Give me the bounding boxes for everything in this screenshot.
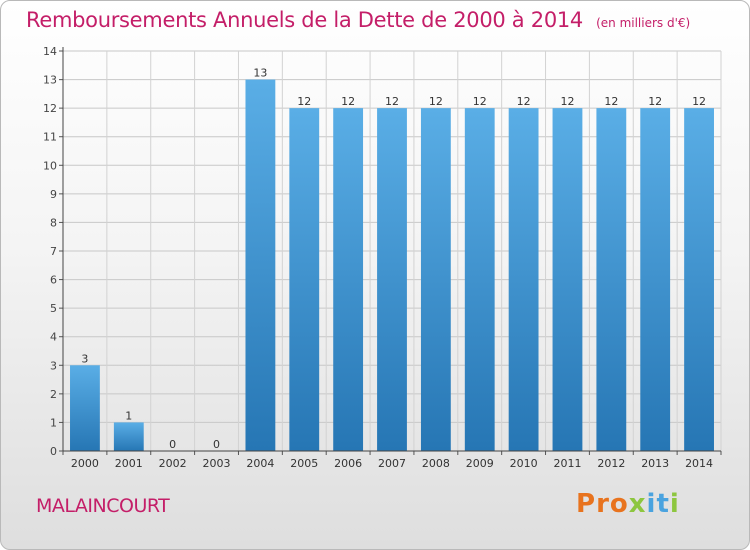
- y-tick-label: 3: [50, 359, 57, 372]
- logo-letter: r: [596, 489, 610, 519]
- y-tick-label: 6: [50, 274, 57, 287]
- x-tick-label-2009: 2009: [466, 457, 494, 470]
- proxiti-logo: Proxiti: [576, 489, 680, 519]
- value-label-2010: 12: [517, 95, 531, 108]
- x-tick-label-2003: 2003: [203, 457, 231, 470]
- y-tick-label: 14: [43, 45, 57, 58]
- value-label-2009: 12: [473, 95, 487, 108]
- y-tick-label: 5: [50, 302, 57, 315]
- logo-letter: x: [628, 489, 647, 519]
- y-tick-label: 11: [43, 131, 57, 144]
- x-tick-label-2014: 2014: [685, 457, 713, 470]
- x-tick-label-2001: 2001: [115, 457, 143, 470]
- logo-letter: P: [576, 489, 597, 519]
- y-tick-label: 13: [43, 74, 57, 87]
- x-tick-label-2000: 2000: [71, 457, 99, 470]
- y-tick-label: 12: [43, 102, 57, 115]
- bar-2006: [333, 108, 364, 452]
- x-tick-label-2013: 2013: [641, 457, 669, 470]
- value-label-2012: 12: [604, 95, 618, 108]
- value-label-2008: 12: [429, 95, 443, 108]
- logo-letter: o: [609, 489, 629, 519]
- bar-2013: [640, 108, 671, 452]
- value-label-2001: 1: [125, 409, 132, 422]
- y-tick-label: 8: [50, 216, 57, 229]
- bar-2007: [377, 108, 407, 452]
- bar-2011: [552, 108, 583, 452]
- bar-2008: [420, 108, 451, 452]
- bar-2012: [596, 108, 627, 452]
- value-label-2013: 12: [648, 95, 662, 108]
- value-label-2005: 12: [297, 95, 311, 108]
- value-label-2002: 0: [169, 438, 176, 451]
- y-tick-label: 1: [50, 416, 57, 429]
- bar-2010: [508, 108, 539, 452]
- y-tick-label: 2: [50, 388, 57, 401]
- x-tick-label-2002: 2002: [159, 457, 187, 470]
- value-label-2004: 13: [253, 67, 267, 80]
- x-tick-label-2007: 2007: [378, 457, 406, 470]
- y-tick-label: 10: [43, 159, 57, 172]
- y-tick-label: 0: [50, 445, 57, 458]
- x-tick-label-2012: 2012: [597, 457, 625, 470]
- chart-subtitle: (en milliers d'€): [596, 16, 691, 30]
- bar-2004: [245, 79, 276, 452]
- logo-letter: i: [669, 489, 680, 519]
- y-tick-label: 9: [50, 188, 57, 201]
- bar-2009: [464, 108, 495, 452]
- y-tick-label: 4: [50, 331, 57, 344]
- x-tick-label-2010: 2010: [510, 457, 538, 470]
- x-tick-label-2005: 2005: [290, 457, 318, 470]
- title-row: Remboursements Annuels de la Dette de 20…: [26, 8, 690, 32]
- location-name: MALAINCOURT: [36, 495, 170, 517]
- bar-2001: [113, 422, 144, 451]
- value-label-2007: 12: [385, 95, 399, 108]
- x-tick-label-2011: 2011: [553, 457, 581, 470]
- value-label-2014: 12: [692, 95, 706, 108]
- bar-2005: [289, 108, 320, 452]
- logo-letter: t: [656, 489, 670, 519]
- value-label-2000: 3: [81, 352, 88, 365]
- x-tick-label-2008: 2008: [422, 457, 450, 470]
- x-tick-label-2006: 2006: [334, 457, 362, 470]
- x-tick-label-2004: 2004: [246, 457, 274, 470]
- chart-title: Remboursements Annuels de la Dette de 20…: [26, 8, 583, 32]
- logo-letter: i: [646, 489, 657, 519]
- y-tick-label: 7: [50, 245, 57, 258]
- value-label-2011: 12: [560, 95, 574, 108]
- bar-2014: [684, 108, 714, 452]
- value-label-2006: 12: [341, 95, 355, 108]
- value-label-2003: 0: [213, 438, 220, 451]
- bar-2000: [70, 365, 100, 451]
